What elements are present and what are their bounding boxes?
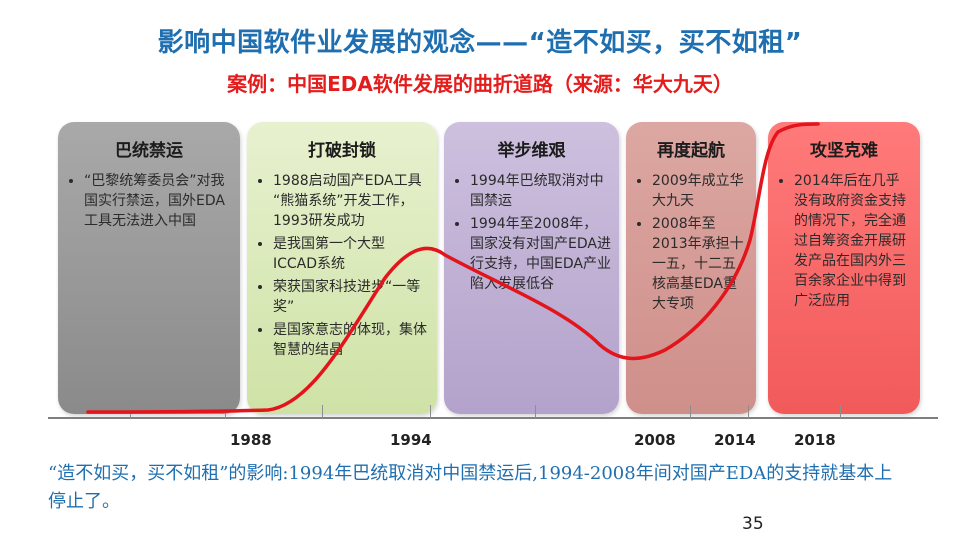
timeline-axis bbox=[48, 417, 938, 419]
stage-bullet: 是国家意志的体现，集体智慧的结晶 bbox=[273, 320, 429, 360]
stage-bullets: 2014年后在几乎没有政府资金支持的情况下，完全通过自筹资金开展研发产品在国内外… bbox=[768, 171, 920, 311]
stage-bullet: 荣获国家科技进步“一等奖” bbox=[273, 277, 429, 317]
stage-card-breakthrough: 打破封锁 1988启动国产EDA工具 “熊猫系统”开发工作，1993研发成功 是… bbox=[247, 122, 437, 414]
timeline-tick bbox=[322, 405, 323, 418]
stage-bullets: 2009年成立华大九天 2008年至2013年承担十一五，十二五核高基EDA重大… bbox=[626, 171, 756, 314]
stage-card-overcome: 攻坚克难 2014年后在几乎没有政府资金支持的情况下，完全通过自筹资金开展研发产… bbox=[768, 122, 920, 414]
page-number: 35 bbox=[742, 514, 764, 534]
footnote-text: “造不如买，买不如租”的影响:1994年巴统取消对中国禁运后,1994-2008… bbox=[48, 463, 893, 512]
stage-card-relaunch: 再度起航 2009年成立华大九天 2008年至2013年承担十一五，十二五核高基… bbox=[626, 122, 756, 414]
stage-heading: 巴统禁运 bbox=[115, 141, 183, 161]
stage-bullets: “巴黎统筹委员会”对我国实行禁运，国外EDA工具无法进入中国 bbox=[58, 171, 240, 231]
stage-bullet: 2008年至2013年承担十一五，十二五核高基EDA重大专项 bbox=[652, 214, 748, 314]
stage-bullet: 1988启动国产EDA工具 “熊猫系统”开发工作，1993研发成功 bbox=[273, 171, 429, 231]
slide-title: 影响中国软件业发展的观念——“造不如买，买不如租” bbox=[157, 28, 803, 58]
stage-bullets: 1994年巴统取消对中国禁运 1994年至2008年，国家没有对国产EDA进行支… bbox=[444, 171, 619, 294]
timeline-tick bbox=[748, 405, 749, 418]
stage-heading: 再度起航 bbox=[657, 141, 725, 161]
year-label: 2008 bbox=[634, 431, 676, 449]
stage-bullet: “巴黎统筹委员会”对我国实行禁运，国外EDA工具无法进入中国 bbox=[84, 171, 232, 231]
stage-bullet: 2014年后在几乎没有政府资金支持的情况下，完全通过自筹资金开展研发产品在国内外… bbox=[794, 171, 912, 311]
stage-bullet: 1994年至2008年，国家没有对国产EDA进行支持，中国EDA产业陷入发展低谷 bbox=[470, 214, 611, 294]
timeline-tick bbox=[225, 405, 226, 418]
slide-subtitle: 案例：中国EDA软件发展的曲折道路（来源：华大九天） bbox=[227, 72, 733, 96]
year-label: 1994 bbox=[390, 431, 432, 449]
stage-heading: 举步维艰 bbox=[497, 141, 566, 161]
stage-heading: 打破封锁 bbox=[308, 141, 376, 161]
year-label: 2018 bbox=[794, 431, 836, 449]
timeline-tick bbox=[840, 405, 841, 418]
stage-bullet: 2009年成立华大九天 bbox=[652, 171, 748, 211]
timeline-tick bbox=[535, 405, 536, 418]
stage-bullets: 1988启动国产EDA工具 “熊猫系统”开发工作，1993研发成功 是我国第一个… bbox=[247, 171, 437, 360]
stage-card-embargo: 巴统禁运 “巴黎统筹委员会”对我国实行禁运，国外EDA工具无法进入中国 bbox=[58, 122, 240, 414]
stage-card-struggle: 举步维艰 1994年巴统取消对中国禁运 1994年至2008年，国家没有对国产E… bbox=[444, 122, 619, 414]
stage-heading: 攻坚克难 bbox=[810, 141, 878, 161]
year-label: 1988 bbox=[230, 431, 272, 449]
stage-bullet: 是我国第一个大型ICCAD系统 bbox=[273, 234, 429, 274]
timeline-tick bbox=[130, 405, 131, 418]
year-label: 2014 bbox=[714, 431, 756, 449]
stage-bullet: 1994年巴统取消对中国禁运 bbox=[470, 171, 611, 211]
timeline-tick bbox=[690, 405, 691, 418]
timeline-tick bbox=[430, 405, 431, 418]
